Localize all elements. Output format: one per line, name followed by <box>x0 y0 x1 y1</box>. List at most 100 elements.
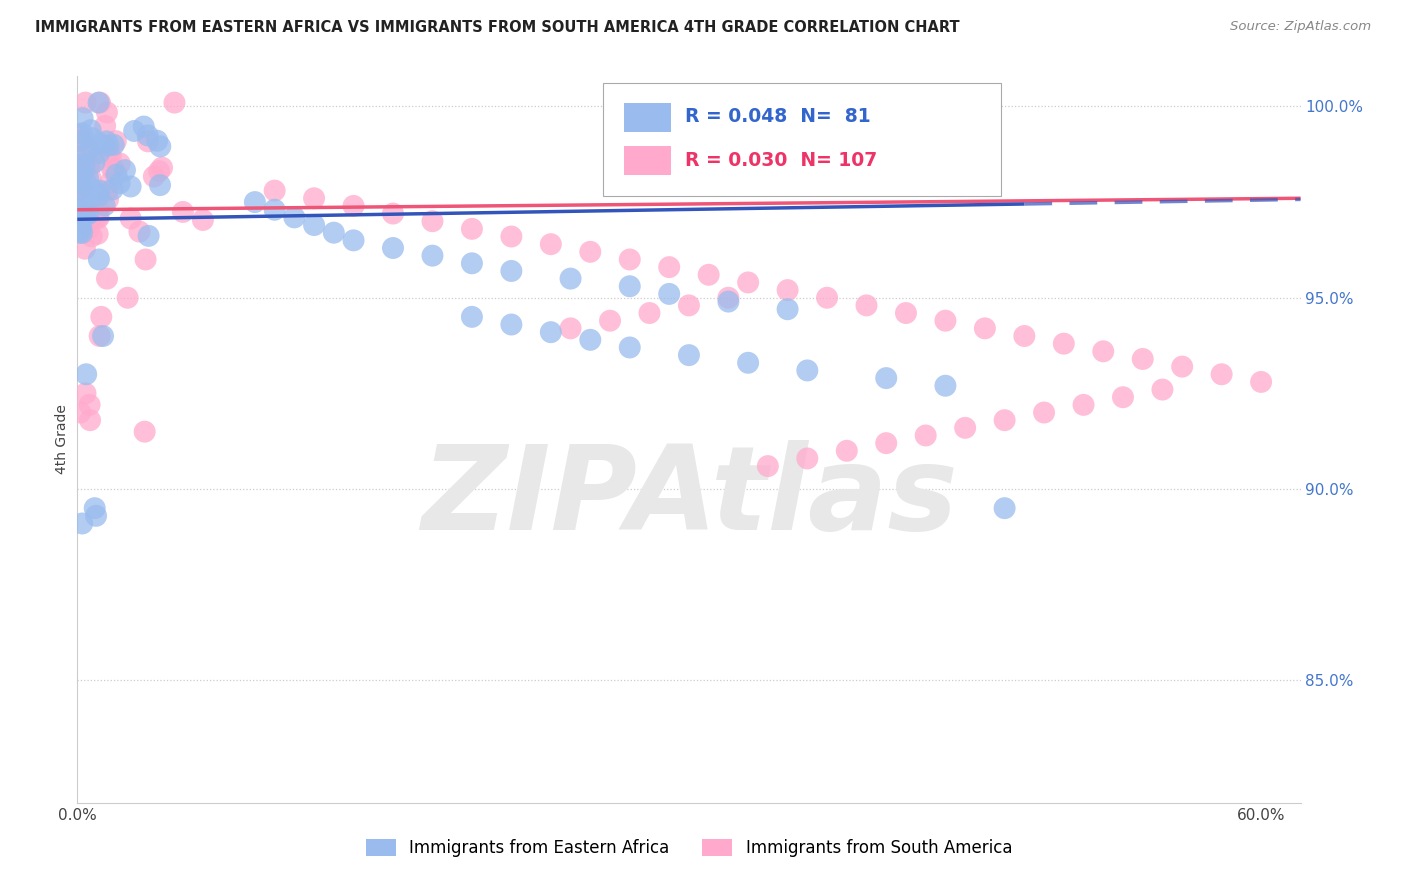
Point <box>72 150 94 164</box>
Point <box>75 95 97 110</box>
Point <box>70 154 93 169</box>
Point <box>461 256 484 270</box>
Point <box>96 184 118 198</box>
Point <box>86 227 108 241</box>
Point <box>67 149 90 163</box>
Point <box>461 222 484 236</box>
Point <box>146 134 169 148</box>
Point <box>67 211 90 226</box>
Point <box>67 128 90 142</box>
Point <box>103 161 125 176</box>
Point <box>599 314 621 328</box>
Point <box>134 425 156 439</box>
Point <box>93 198 115 212</box>
Point <box>1073 398 1095 412</box>
Point <box>382 206 405 220</box>
Point <box>322 226 344 240</box>
Point <box>342 233 364 247</box>
Point <box>678 348 700 362</box>
Point <box>132 120 155 134</box>
Point <box>75 160 97 174</box>
Point <box>67 203 90 218</box>
Point <box>79 398 101 412</box>
Point <box>875 371 897 385</box>
Point <box>138 228 160 243</box>
Point <box>83 185 105 199</box>
Point <box>75 202 97 217</box>
Point <box>973 321 995 335</box>
Point <box>128 225 150 239</box>
Point <box>619 279 641 293</box>
Point <box>73 242 96 256</box>
Point <box>461 310 484 324</box>
Point <box>70 516 93 531</box>
Point <box>87 189 110 203</box>
Point <box>136 135 159 149</box>
Text: R = 0.030  N= 107: R = 0.030 N= 107 <box>685 151 877 169</box>
Point <box>73 158 96 172</box>
Point <box>579 333 602 347</box>
Point <box>70 183 93 197</box>
Point <box>638 306 661 320</box>
Point <box>87 211 110 225</box>
Point <box>96 105 118 120</box>
Point <box>120 179 142 194</box>
Point <box>83 501 105 516</box>
Point <box>77 171 100 186</box>
Point <box>75 210 97 224</box>
Point <box>87 252 110 267</box>
Point <box>100 150 122 164</box>
Point <box>658 287 681 301</box>
Point <box>73 156 96 170</box>
Legend: Immigrants from Eastern Africa, Immigrants from South America: Immigrants from Eastern Africa, Immigran… <box>359 832 1019 863</box>
Bar <box>624 103 671 132</box>
Point <box>69 177 91 191</box>
Point <box>80 171 103 186</box>
Point <box>994 413 1017 427</box>
Point <box>148 164 170 178</box>
Point <box>77 207 100 221</box>
Text: R = 0.048  N=  81: R = 0.048 N= 81 <box>685 107 870 126</box>
Point <box>717 291 740 305</box>
Point <box>894 306 917 320</box>
FancyBboxPatch shape <box>603 83 1001 195</box>
Point <box>94 119 117 133</box>
Point <box>97 138 120 153</box>
Point <box>263 202 285 217</box>
Point <box>1132 351 1154 366</box>
Point <box>191 213 214 227</box>
Point <box>75 208 97 222</box>
Point <box>120 211 142 226</box>
Point <box>501 229 523 244</box>
Point <box>560 271 582 285</box>
Point <box>934 314 956 328</box>
Point <box>136 128 159 143</box>
Point <box>579 244 602 259</box>
Point <box>87 95 110 110</box>
Point <box>1092 344 1115 359</box>
Point <box>105 168 128 182</box>
Point <box>70 219 93 234</box>
Point <box>67 182 90 196</box>
Point <box>172 205 194 219</box>
Point <box>80 159 103 173</box>
Point <box>1171 359 1194 374</box>
Point <box>342 199 364 213</box>
Point <box>149 139 172 153</box>
Point <box>101 182 124 196</box>
Point <box>70 165 93 179</box>
Point <box>283 211 305 225</box>
Point <box>69 226 91 240</box>
Point <box>149 178 172 193</box>
Point <box>69 405 91 419</box>
Point <box>776 302 799 317</box>
Point <box>77 142 100 156</box>
Point <box>122 124 145 138</box>
Point <box>163 95 186 110</box>
Point <box>70 202 93 216</box>
Point <box>80 131 103 145</box>
Point <box>86 207 108 221</box>
Point <box>93 139 115 153</box>
Y-axis label: 4th Grade: 4th Grade <box>55 404 69 475</box>
Point <box>501 264 523 278</box>
